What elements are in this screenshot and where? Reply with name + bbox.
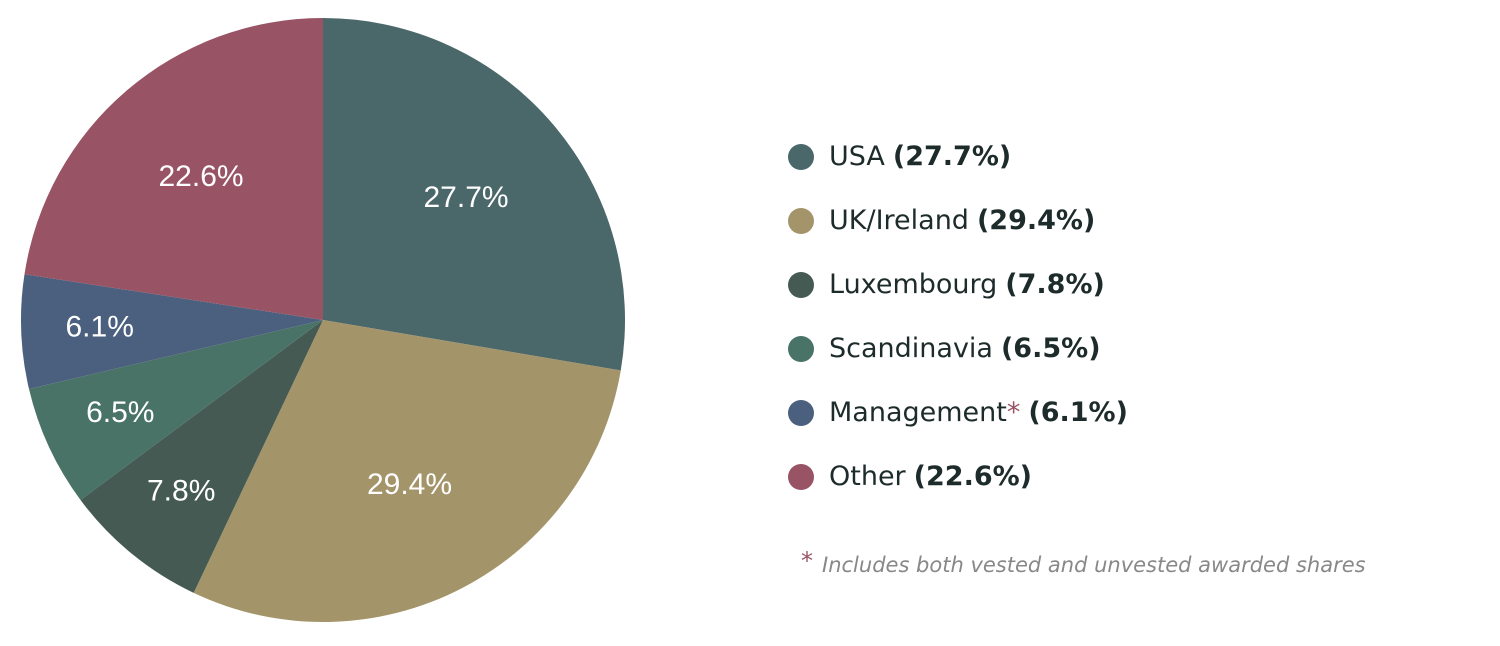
legend-entry: USA (27.7%) — [829, 141, 1011, 172]
legend-value: (29.4%) — [977, 205, 1095, 236]
slice-label: 29.4% — [367, 468, 452, 501]
slice-label: 27.7% — [423, 181, 508, 214]
legend-name: Other — [829, 461, 907, 492]
slice-label: 6.5% — [86, 396, 154, 429]
slice-label: 7.8% — [147, 475, 215, 508]
slice — [24, 18, 324, 320]
legend-swatch — [788, 208, 814, 234]
legend-value: (22.6%) — [914, 461, 1032, 492]
legend-value: (6.5%) — [1001, 333, 1101, 364]
legend: USA (27.7%) UK/Ireland (29.4%) Luxembourg (7.… — [788, 141, 1128, 492]
legend-value: (27.7%) — [893, 141, 1011, 172]
legend-name: Management — [829, 397, 1007, 428]
legend-name: Scandinavia — [829, 333, 993, 364]
legend-swatch — [788, 272, 814, 298]
slice — [323, 18, 625, 371]
legend-name: UK/Ireland — [829, 205, 969, 236]
footnote: Includes both vested and unvested awarde… — [822, 553, 1366, 577]
legend-entry: UK/Ireland (29.4%) — [829, 205, 1095, 236]
legend-swatch — [788, 400, 814, 426]
legend-entry: Management* (6.1%) — [829, 397, 1128, 428]
slice — [80, 320, 323, 593]
slice — [21, 274, 324, 390]
legend-value: (6.1%) — [1028, 397, 1128, 428]
slice-label: 22.6% — [159, 160, 244, 193]
legend-name: USA — [829, 141, 885, 172]
slice — [193, 320, 621, 622]
slice-label: 6.1% — [65, 311, 133, 344]
pie: 27.7% 29.4% 7.8% 6.5% 6.1% 22.6% — [21, 18, 625, 622]
legend-entry: Other (22.6%) — [829, 461, 1032, 492]
legend-entry: Luxembourg (7.8%) — [829, 269, 1105, 300]
legend-swatch — [788, 336, 814, 362]
legend-value: (7.8%) — [1005, 269, 1105, 300]
legend-swatch — [788, 144, 814, 170]
legend-entry: Scandinavia (6.5%) — [829, 333, 1101, 364]
footnote-marker: * — [801, 547, 813, 575]
slice — [28, 320, 323, 501]
legend-swatch — [788, 464, 814, 490]
legend-name: Luxembourg — [829, 269, 997, 300]
legend-marker: * — [1007, 397, 1021, 428]
